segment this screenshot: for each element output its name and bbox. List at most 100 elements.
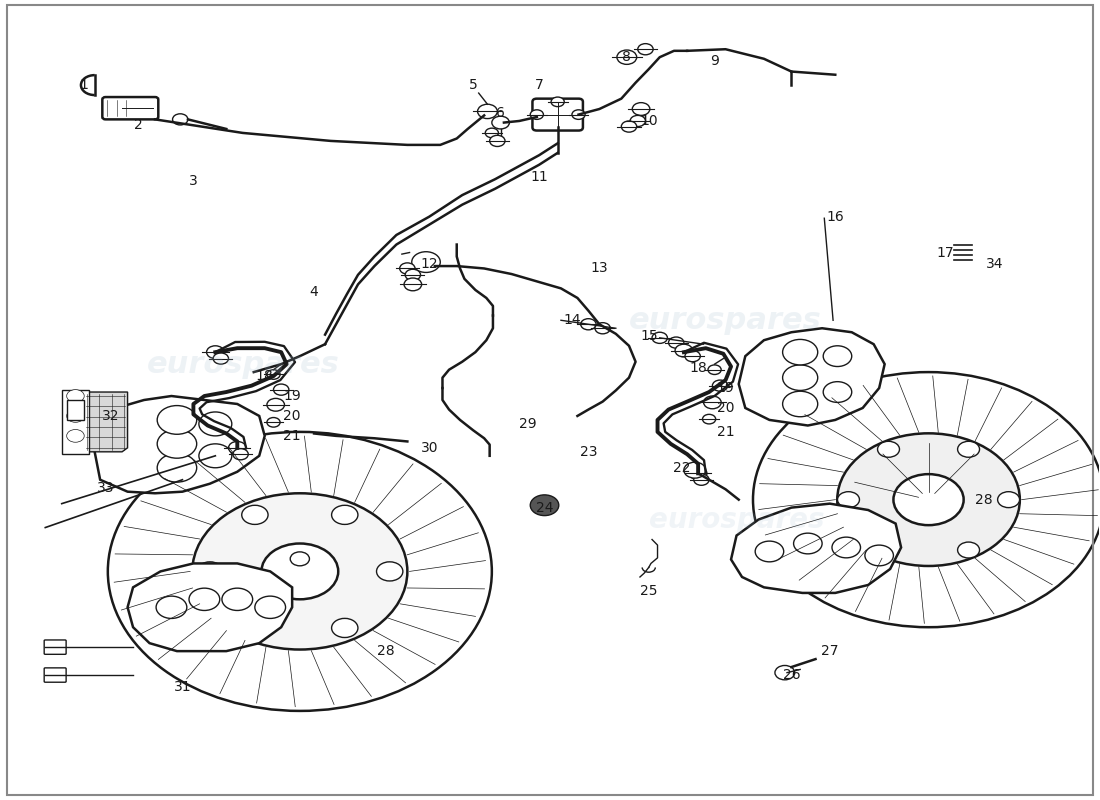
Polygon shape <box>67 400 84 420</box>
Circle shape <box>197 562 223 581</box>
Circle shape <box>630 115 646 126</box>
Circle shape <box>572 110 585 119</box>
Circle shape <box>684 462 706 478</box>
Text: 17: 17 <box>936 246 954 259</box>
Text: 9: 9 <box>711 54 719 68</box>
Circle shape <box>782 365 817 390</box>
Text: 26: 26 <box>782 668 800 682</box>
Text: 2: 2 <box>134 118 143 132</box>
Circle shape <box>893 474 964 525</box>
Text: 20: 20 <box>284 409 301 423</box>
Text: 28: 28 <box>376 644 394 658</box>
Circle shape <box>492 116 509 129</box>
Text: 27: 27 <box>821 644 838 658</box>
Text: 12: 12 <box>420 258 438 271</box>
FancyBboxPatch shape <box>44 668 66 682</box>
Circle shape <box>878 442 900 458</box>
FancyBboxPatch shape <box>532 98 583 130</box>
Circle shape <box>708 365 722 374</box>
Circle shape <box>229 442 246 454</box>
Circle shape <box>581 318 596 330</box>
Circle shape <box>998 492 1020 508</box>
Circle shape <box>108 432 492 711</box>
Circle shape <box>411 252 440 273</box>
Text: 16: 16 <box>826 210 844 224</box>
Circle shape <box>242 506 268 525</box>
Circle shape <box>704 396 722 409</box>
Circle shape <box>274 384 289 395</box>
Circle shape <box>222 588 253 610</box>
Polygon shape <box>95 396 265 494</box>
Text: 33: 33 <box>97 481 114 494</box>
Circle shape <box>621 121 637 132</box>
Circle shape <box>669 337 684 348</box>
Circle shape <box>617 50 637 64</box>
Text: 18: 18 <box>256 369 274 383</box>
Circle shape <box>782 391 817 417</box>
Circle shape <box>837 492 859 508</box>
Circle shape <box>242 618 268 638</box>
Circle shape <box>67 430 85 442</box>
Text: 19: 19 <box>284 389 301 403</box>
Text: 1: 1 <box>79 78 88 92</box>
Circle shape <box>199 412 232 436</box>
Circle shape <box>399 263 415 274</box>
Text: 20: 20 <box>717 401 735 415</box>
Text: 14: 14 <box>563 314 581 327</box>
Circle shape <box>837 434 1020 566</box>
Circle shape <box>267 398 285 411</box>
Circle shape <box>267 370 280 379</box>
Circle shape <box>652 332 668 343</box>
Polygon shape <box>739 328 884 426</box>
Circle shape <box>632 102 650 115</box>
Text: 19: 19 <box>717 381 735 395</box>
Circle shape <box>865 545 893 566</box>
Circle shape <box>638 44 653 55</box>
Circle shape <box>233 449 249 460</box>
Circle shape <box>213 353 229 364</box>
Circle shape <box>958 442 979 458</box>
Circle shape <box>530 110 543 119</box>
Circle shape <box>703 414 716 424</box>
Circle shape <box>376 562 403 581</box>
Circle shape <box>262 543 338 599</box>
Circle shape <box>331 506 358 525</box>
Circle shape <box>490 135 505 146</box>
Circle shape <box>290 552 309 566</box>
Circle shape <box>267 418 280 427</box>
Polygon shape <box>62 390 89 454</box>
Text: 11: 11 <box>530 170 548 184</box>
Text: 25: 25 <box>640 584 658 598</box>
Circle shape <box>713 380 728 391</box>
Text: eurospares: eurospares <box>629 306 822 334</box>
Circle shape <box>173 114 188 125</box>
Circle shape <box>331 618 358 638</box>
Text: 32: 32 <box>102 409 120 423</box>
Circle shape <box>67 410 85 422</box>
Circle shape <box>189 588 220 610</box>
Circle shape <box>694 474 710 486</box>
Circle shape <box>405 270 420 281</box>
Polygon shape <box>732 504 901 593</box>
Text: eurospares: eurospares <box>649 506 824 534</box>
Circle shape <box>878 542 900 558</box>
Circle shape <box>754 372 1100 627</box>
Circle shape <box>782 339 817 365</box>
Text: 22: 22 <box>673 461 691 474</box>
Circle shape <box>530 495 559 515</box>
Circle shape <box>823 382 851 402</box>
Circle shape <box>690 467 707 480</box>
Text: 31: 31 <box>174 680 191 694</box>
Circle shape <box>685 350 701 362</box>
Circle shape <box>157 430 197 458</box>
Circle shape <box>255 596 286 618</box>
Circle shape <box>157 406 197 434</box>
Text: 28: 28 <box>975 493 992 506</box>
Text: 15: 15 <box>640 330 658 343</box>
Circle shape <box>823 346 851 366</box>
Circle shape <box>207 346 224 358</box>
Circle shape <box>156 596 187 618</box>
Polygon shape <box>128 563 293 651</box>
Text: 34: 34 <box>986 258 1003 271</box>
Text: 30: 30 <box>420 441 438 455</box>
